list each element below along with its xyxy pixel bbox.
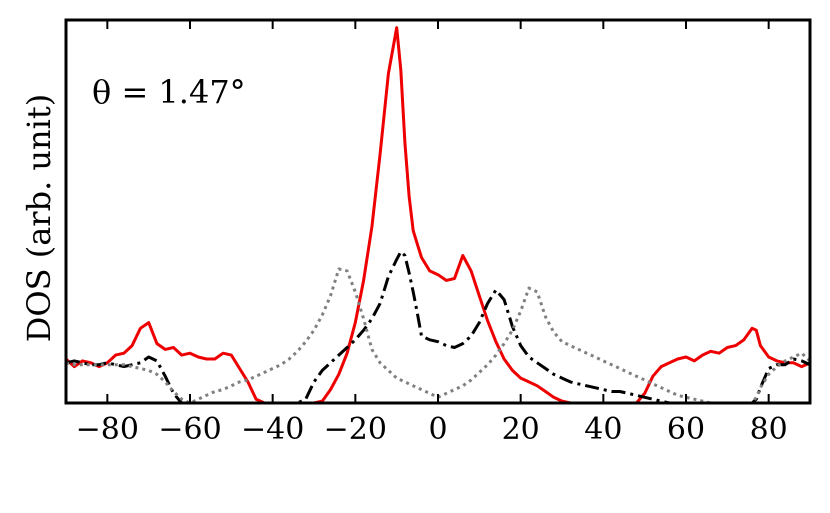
series-line-1 [66,26,810,403]
x-tick-label: −60 [158,412,221,447]
series-layer [66,26,810,403]
x-tick-label: 20 [502,412,540,447]
y-axis-label: DOS (arb. unit) [20,94,58,342]
series-line-2 [66,250,810,403]
x-tick-label: 80 [750,412,788,447]
x-tick-label: 40 [584,412,622,447]
x-ticks: −80 −60 −40 −20 0 20 40 60 80 [76,20,788,447]
x-tick-label: −40 [241,412,304,447]
theta-annotation: θ = 1.47° [92,73,246,111]
x-tick-label: 60 [667,412,705,447]
x-tick-label: 0 [428,412,447,447]
series-line-3 [66,267,810,403]
x-tick-label: −80 [76,412,139,447]
x-tick-label: −20 [324,412,387,447]
